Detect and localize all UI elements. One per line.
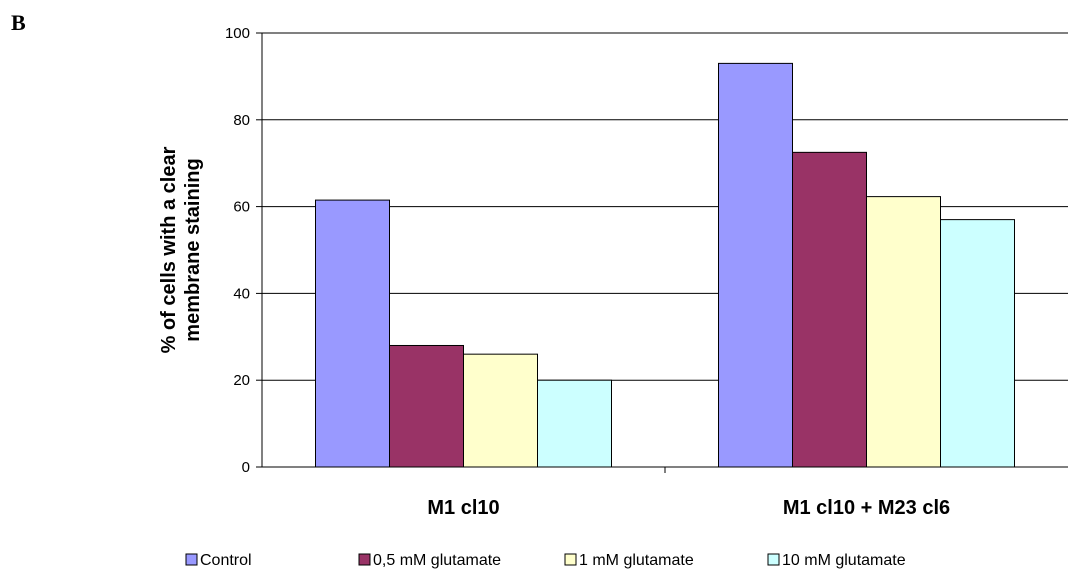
bars: [315, 62, 1015, 468]
bar: [315, 199, 390, 468]
legend: Control 0,5 mM glutamate 1 mM glutamate 10 …: [185, 552, 906, 569]
bar: [463, 353, 538, 468]
bar: [940, 219, 1015, 468]
legend-swatch: [564, 553, 577, 566]
bar: [389, 344, 464, 468]
y-tick-label: 80: [233, 112, 250, 129]
category-labels: M1 cl10 M1 cl10 + M23 cl6: [427, 497, 950, 519]
bar: [866, 196, 941, 468]
panel-label: B: [11, 10, 26, 35]
bar: [537, 379, 612, 468]
y-tick-label: 100: [225, 25, 250, 42]
y-tick-label: 60: [233, 199, 250, 216]
y-axis-label: % of cells with a clear membrane staining: [158, 146, 204, 353]
legend-label: 1 mM glutamate: [579, 552, 694, 569]
legend-swatch: [358, 553, 371, 566]
y-tick-labels: 0 20 40 60 80 100: [225, 25, 250, 476]
axes: [256, 32, 1068, 473]
legend-label: 10 mM glutamate: [782, 552, 906, 569]
bar: [792, 151, 867, 468]
category-label: M1 cl10: [427, 497, 499, 519]
y-axis-title: % of cells with a clear membrane staining: [158, 146, 204, 353]
y-tick-label: 0: [242, 459, 250, 476]
y-tick-label: 20: [233, 372, 250, 389]
legend-label: 0,5 mM glutamate: [373, 552, 501, 569]
legend-label: Control: [200, 552, 252, 569]
legend-swatch: [185, 553, 198, 566]
bar: [718, 62, 793, 468]
legend-swatch: [767, 553, 780, 566]
category-label: M1 cl10 + M23 cl6: [783, 497, 950, 519]
y-tick-label: 40: [233, 285, 250, 302]
